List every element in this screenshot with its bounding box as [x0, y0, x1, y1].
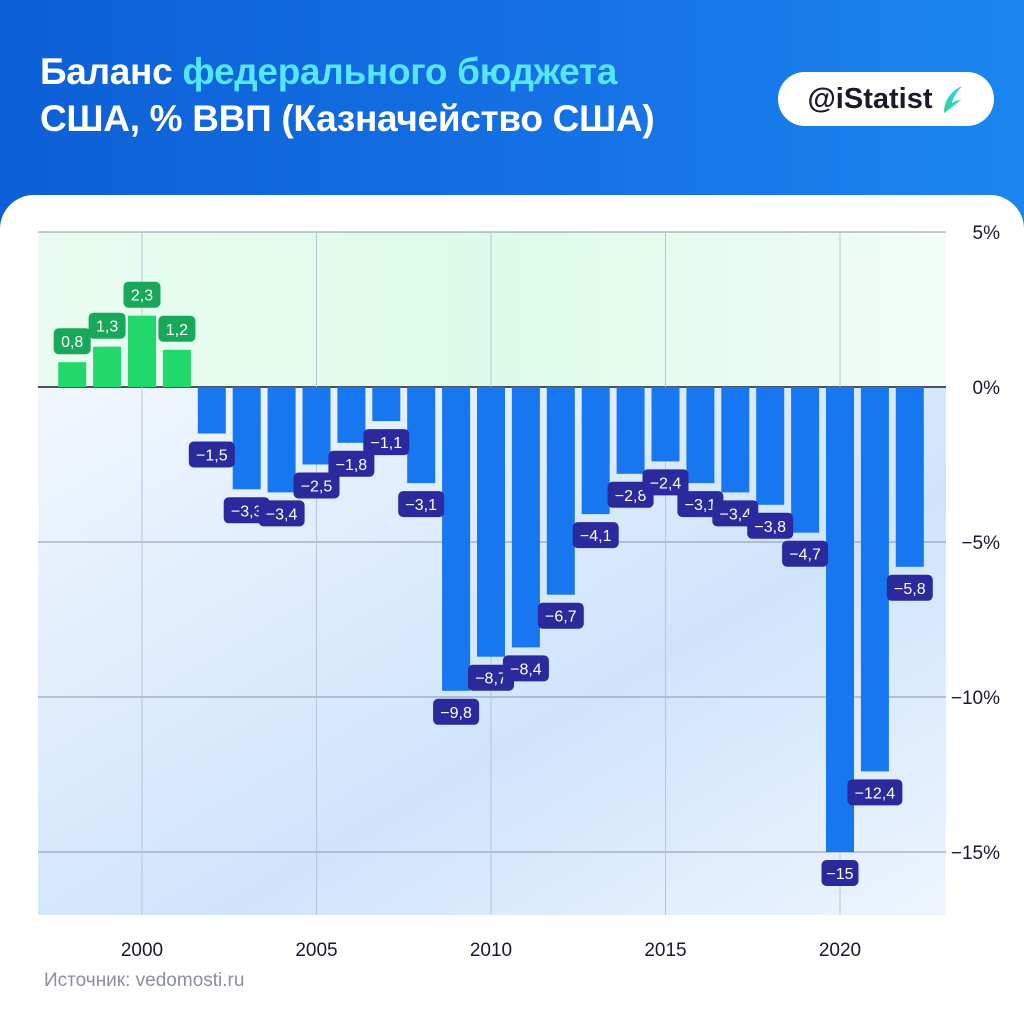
bar [651, 387, 680, 462]
bar [511, 387, 540, 648]
data-label: −12,4 [855, 785, 896, 802]
data-label-box [188, 441, 235, 468]
bar [581, 387, 610, 515]
y-tick-label: −5% [961, 533, 1000, 554]
source-note: Источник: vedomosti.ru [44, 970, 245, 991]
bar [756, 387, 785, 505]
bar [860, 387, 889, 772]
x-tick-label: 2015 [644, 940, 686, 961]
data-label-box [537, 602, 584, 629]
data-label-box [502, 655, 549, 682]
y-tick-label: −10% [951, 688, 1000, 709]
data-label: −8,4 [510, 661, 542, 678]
data-label: 0,8 [61, 334, 83, 351]
data-label-box [53, 328, 91, 355]
bar [372, 387, 401, 422]
data-label-box [821, 860, 859, 886]
data-label-box [158, 315, 196, 342]
chart-bars [58, 315, 924, 852]
bar [686, 387, 715, 484]
bar [302, 387, 331, 465]
data-label-box [712, 500, 759, 527]
data-label: −2,4 [650, 475, 682, 492]
data-label: 2,3 [131, 288, 153, 305]
chart-axes: 5% 0% −5% −10% −15% 2000 2005 2010 2015 2020 [121, 223, 1000, 961]
data-label-box [607, 481, 654, 508]
data-label: −3,1 [685, 497, 717, 514]
bar [128, 315, 156, 387]
x-tick-label: 2005 [295, 940, 337, 961]
x-tick-label: 2010 [470, 940, 512, 961]
data-label-box [433, 698, 480, 725]
data-label-box [572, 522, 619, 549]
data-label-box [88, 312, 126, 339]
bar [58, 362, 87, 387]
data-label: −2,8 [615, 488, 647, 505]
data-label: −3,3 [231, 503, 263, 520]
data-label-box [782, 540, 829, 567]
chart-data-labels: 0,81,32,31,2−1,5−3,3 −3,4−2,5−1,8−1,1−3,1… [53, 281, 933, 886]
data-label: −3,1 [405, 497, 437, 514]
data-label-box [363, 429, 410, 456]
title-part-1: Баланс [40, 51, 183, 92]
data-label: −3,4 [720, 506, 752, 523]
data-label: 1,2 [166, 322, 188, 339]
bar [616, 387, 645, 474]
data-label-box [642, 469, 689, 496]
badge-text: @iStatist [807, 82, 933, 115]
y-tick-label: 5% [973, 223, 1001, 244]
data-label: −1,8 [336, 457, 368, 474]
data-label-box [468, 664, 514, 691]
bar [232, 387, 261, 490]
data-label: −3,4 [266, 506, 298, 523]
data-label: −6,7 [545, 609, 577, 626]
bar [826, 387, 854, 852]
data-label-box [886, 574, 933, 601]
data-label: −15 [826, 866, 853, 883]
data-label: −3,8 [754, 519, 786, 536]
title-accent: федерального бюджета [182, 51, 618, 92]
data-label: −1,1 [371, 435, 403, 452]
istatist-logo-icon [944, 86, 963, 113]
data-label-box [847, 779, 903, 806]
bar [442, 387, 471, 691]
data-label: −4,7 [789, 547, 821, 564]
data-label: −2,5 [301, 479, 333, 496]
data-label: −1,5 [196, 448, 228, 465]
data-label: −5,8 [894, 581, 926, 598]
data-label: 1,3 [96, 319, 118, 336]
bar [477, 387, 505, 657]
bar [197, 387, 226, 434]
data-label-box [293, 472, 340, 499]
bar [721, 387, 750, 493]
data-label-box [258, 500, 305, 527]
data-label: −9,8 [440, 705, 472, 722]
bar [267, 387, 296, 493]
data-label-box [328, 450, 375, 477]
data-label-box [677, 491, 724, 518]
bar [337, 387, 366, 443]
bar [407, 387, 436, 484]
data-label-box [223, 497, 270, 524]
bar [93, 346, 122, 387]
chart-title: Баланс федерального бюджета США, % ВВП (К… [40, 48, 655, 142]
data-label-box [398, 491, 445, 518]
istatist-badge[interactable]: @iStatist [778, 72, 994, 126]
bar [895, 387, 924, 567]
data-label: −4,1 [580, 528, 612, 545]
data-label: −8,7 [475, 671, 507, 688]
x-tick-label: 2020 [819, 940, 861, 961]
bar [791, 387, 820, 533]
bar [162, 349, 191, 387]
data-label-box [747, 512, 794, 539]
y-tick-label: 0% [973, 378, 1001, 399]
x-tick-label: 2000 [121, 940, 163, 961]
data-label-box [123, 281, 161, 308]
bar [546, 387, 575, 595]
y-tick-label: −15% [951, 843, 1000, 864]
title-line-2: США, % ВВП (Казначейство США) [40, 98, 655, 139]
